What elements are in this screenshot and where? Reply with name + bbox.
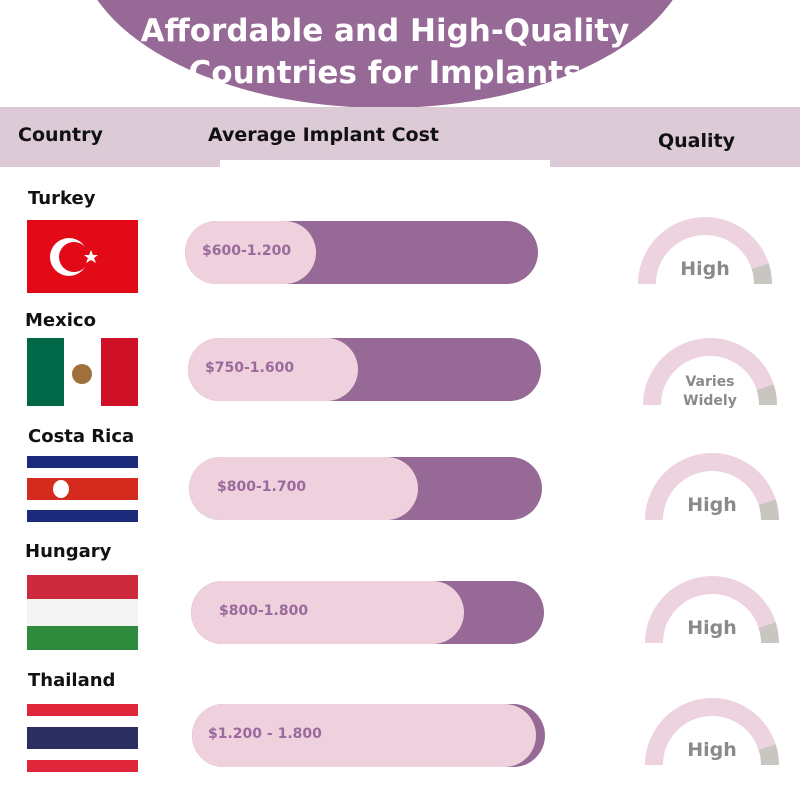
cost-pill [188,338,358,401]
flag [27,510,138,522]
country-name: Costa Rica [28,426,135,447]
cost-label: $1.200 - 1.800 [208,726,322,742]
gauge-tip [756,384,777,406]
gauge-tip [751,263,772,285]
flag [27,500,138,510]
cost-pill [189,457,418,520]
cost-label: $600-1.200 [202,243,292,259]
cost-label: $800-1.800 [219,603,309,619]
flag [27,760,138,772]
column-header: Country [18,124,103,146]
flag [27,599,138,626]
flag [53,480,69,498]
flag [27,704,138,716]
country-name: Mexico [25,310,96,331]
country-name: Thailand [28,670,116,691]
flag [27,456,138,468]
cost-label: $800-1.700 [217,479,307,495]
gauge-tip [758,744,779,766]
quality-label: High [680,258,730,280]
country-name: Hungary [25,541,112,562]
column-header: Quality [658,130,735,152]
quality-label: Varies Widely [683,374,737,409]
flag [72,364,92,384]
gauge [643,338,774,406]
flag [84,250,98,263]
cost-pill [192,704,536,767]
cost-pill [185,221,316,284]
gauge [645,576,776,644]
title: Affordable and High-Quality Countries fo… [140,13,630,91]
title-badge [97,0,673,108]
flag [27,468,138,478]
flag [27,575,138,599]
flag [27,716,138,727]
rows [27,217,779,772]
cost-label: $750-1.600 [205,360,295,376]
quality-label: High [687,739,737,761]
flag [27,749,138,760]
flag [27,338,64,406]
flag [27,727,138,749]
gauge [645,453,776,521]
cost-pill [191,581,464,644]
gauge [645,698,776,766]
flag [27,478,138,500]
flag [59,242,89,272]
header-notch [220,160,550,168]
flag [101,338,138,406]
quality-label: High [687,617,737,639]
country-name: Turkey [28,188,96,209]
gauge-tip [758,499,779,521]
quality-label: High [687,494,737,516]
gauge [638,217,769,285]
header-band [0,107,800,167]
gauge-tip [758,622,779,644]
flag [27,626,138,650]
column-header: Average Implant Cost [208,124,440,146]
